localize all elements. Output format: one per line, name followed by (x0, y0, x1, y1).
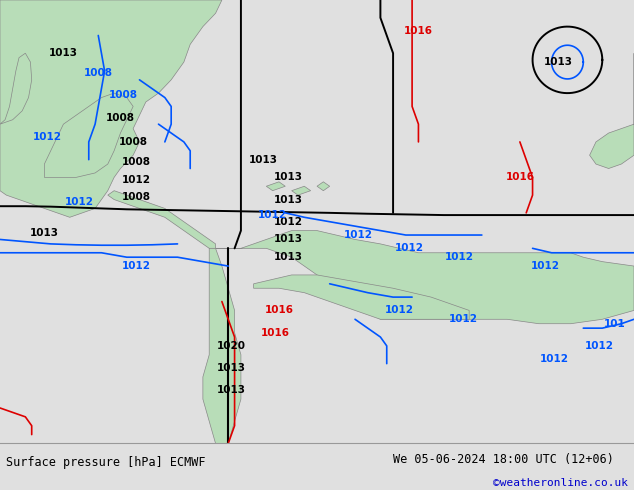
Text: 1012: 1012 (540, 354, 569, 364)
Text: 1012: 1012 (122, 174, 151, 185)
Text: 1012: 1012 (274, 217, 303, 227)
Text: 1013: 1013 (274, 252, 303, 262)
Text: 1016: 1016 (261, 328, 290, 338)
Text: 1012: 1012 (385, 305, 414, 316)
Text: 1008: 1008 (84, 68, 113, 78)
Text: 1016: 1016 (404, 26, 433, 36)
Text: 1013: 1013 (274, 172, 303, 182)
Text: 1013: 1013 (249, 155, 278, 165)
Text: 1012: 1012 (122, 261, 151, 271)
Polygon shape (203, 248, 241, 443)
Polygon shape (216, 231, 634, 324)
Polygon shape (254, 275, 469, 319)
Text: 1012: 1012 (65, 197, 94, 207)
Text: 1013: 1013 (274, 195, 303, 204)
Polygon shape (266, 182, 285, 191)
Text: 1012: 1012 (394, 244, 424, 253)
Text: We 05-06-2024 18:00 UTC (12+06): We 05-06-2024 18:00 UTC (12+06) (393, 453, 614, 466)
Text: 1013: 1013 (274, 234, 303, 245)
Text: 1012: 1012 (445, 252, 474, 262)
Text: 1012: 1012 (344, 230, 373, 240)
Polygon shape (0, 0, 222, 217)
Polygon shape (317, 182, 330, 191)
Text: 1012: 1012 (531, 261, 560, 271)
Text: 1008: 1008 (122, 193, 151, 202)
Text: 1008: 1008 (109, 90, 138, 100)
Polygon shape (44, 93, 133, 177)
Text: 1020: 1020 (217, 341, 246, 351)
Polygon shape (108, 191, 216, 248)
Text: 1008: 1008 (106, 113, 135, 122)
Text: 1008: 1008 (119, 137, 148, 147)
Polygon shape (292, 186, 311, 195)
Text: Surface pressure [hPa] ECMWF: Surface pressure [hPa] ECMWF (6, 456, 206, 468)
Text: 1012: 1012 (33, 132, 62, 143)
Text: 1013: 1013 (49, 48, 78, 58)
Text: 1008: 1008 (122, 157, 151, 167)
Polygon shape (0, 53, 32, 124)
Text: 1012: 1012 (585, 341, 614, 351)
Text: 1013: 1013 (217, 385, 246, 395)
Text: 1013: 1013 (30, 228, 59, 238)
Text: 1016: 1016 (505, 172, 534, 182)
Polygon shape (590, 53, 634, 169)
Text: 1013: 1013 (543, 57, 573, 67)
Text: 101: 101 (604, 318, 626, 329)
Text: 1012: 1012 (258, 210, 287, 220)
Text: 1012: 1012 (448, 314, 477, 324)
Text: ©weatheronline.co.uk: ©weatheronline.co.uk (493, 478, 628, 488)
Text: 1013: 1013 (217, 363, 246, 373)
Text: 1016: 1016 (264, 305, 294, 316)
